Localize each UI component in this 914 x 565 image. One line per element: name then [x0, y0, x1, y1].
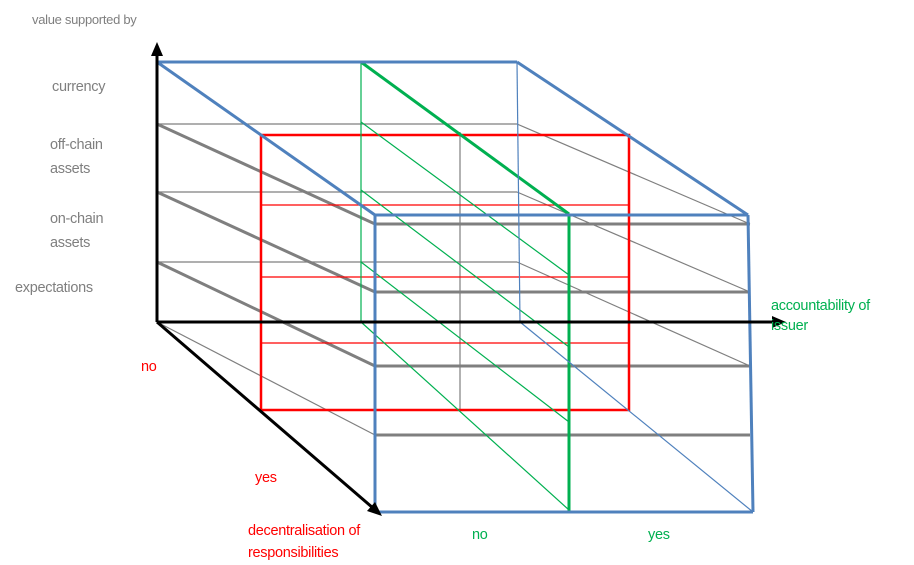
horizontal-value-yes: yes: [648, 527, 670, 543]
accountability-plane-diagonal: [360, 321, 570, 511]
depth-value-yes: yes: [255, 470, 277, 486]
depth-axis-title-line1: decentralisation of: [248, 523, 360, 539]
horizontal-axis-title-line2: issuer: [771, 318, 808, 334]
vertical-axis-title: value supported by: [32, 12, 137, 27]
depth-axis-arrow: [156, 320, 382, 516]
level-label-expectations: expectations: [15, 280, 93, 296]
accountability-plane-diagonal: [360, 121, 570, 276]
cube-edge-top-right: [516, 60, 749, 217]
shelf-plane-off-chain-assets: [156, 122, 751, 226]
depth-value-no: no: [141, 359, 157, 375]
horizontal-value-no: no: [472, 527, 488, 543]
level-label-off-chain-assets: off-chain assets: [50, 133, 103, 181]
level-label-currency: currency: [52, 79, 106, 95]
decentralisation-plane: [259, 133, 631, 412]
level-label-on-chain-assets-line2: assets: [50, 235, 91, 251]
level-label-off-chain-assets-line2: assets: [50, 161, 91, 177]
level-label-off-chain-assets-line1: off-chain: [50, 137, 103, 153]
horizontal-axis-arrow: [157, 316, 786, 328]
horizontal-axis-title: accountability of issuer: [771, 296, 870, 336]
accountability-plane-diagonal: [360, 261, 570, 423]
horizontal-axis-title-line1: accountability of: [771, 298, 870, 314]
cube-edge-top-left: [156, 60, 376, 217]
shelf-plane-on-chain-assets: [156, 190, 751, 294]
cube-edge-back-right-hidden: [516, 61, 521, 323]
depth-axis-title-line2: responsibilities: [248, 545, 339, 561]
cube-edges: [155, 60, 755, 514]
decentralisation-plane-frame: [259, 133, 631, 412]
accountability-plane: [360, 60, 571, 512]
shelf-plane-expectations: [156, 260, 751, 368]
shelf-plane-floor: [156, 321, 750, 437]
cube-edge-front-right: [746, 214, 755, 513]
accountability-plane-top-edge: [360, 60, 570, 216]
level-label-on-chain-assets-line1: on-chain: [50, 211, 104, 227]
depth-axis-title: decentralisation of responsibilities: [248, 520, 360, 564]
level-label-on-chain-assets: on-chain assets: [50, 207, 104, 255]
vertical-axis-arrow: [151, 42, 163, 322]
cube-edge-bottom-right-hidden: [519, 321, 754, 513]
